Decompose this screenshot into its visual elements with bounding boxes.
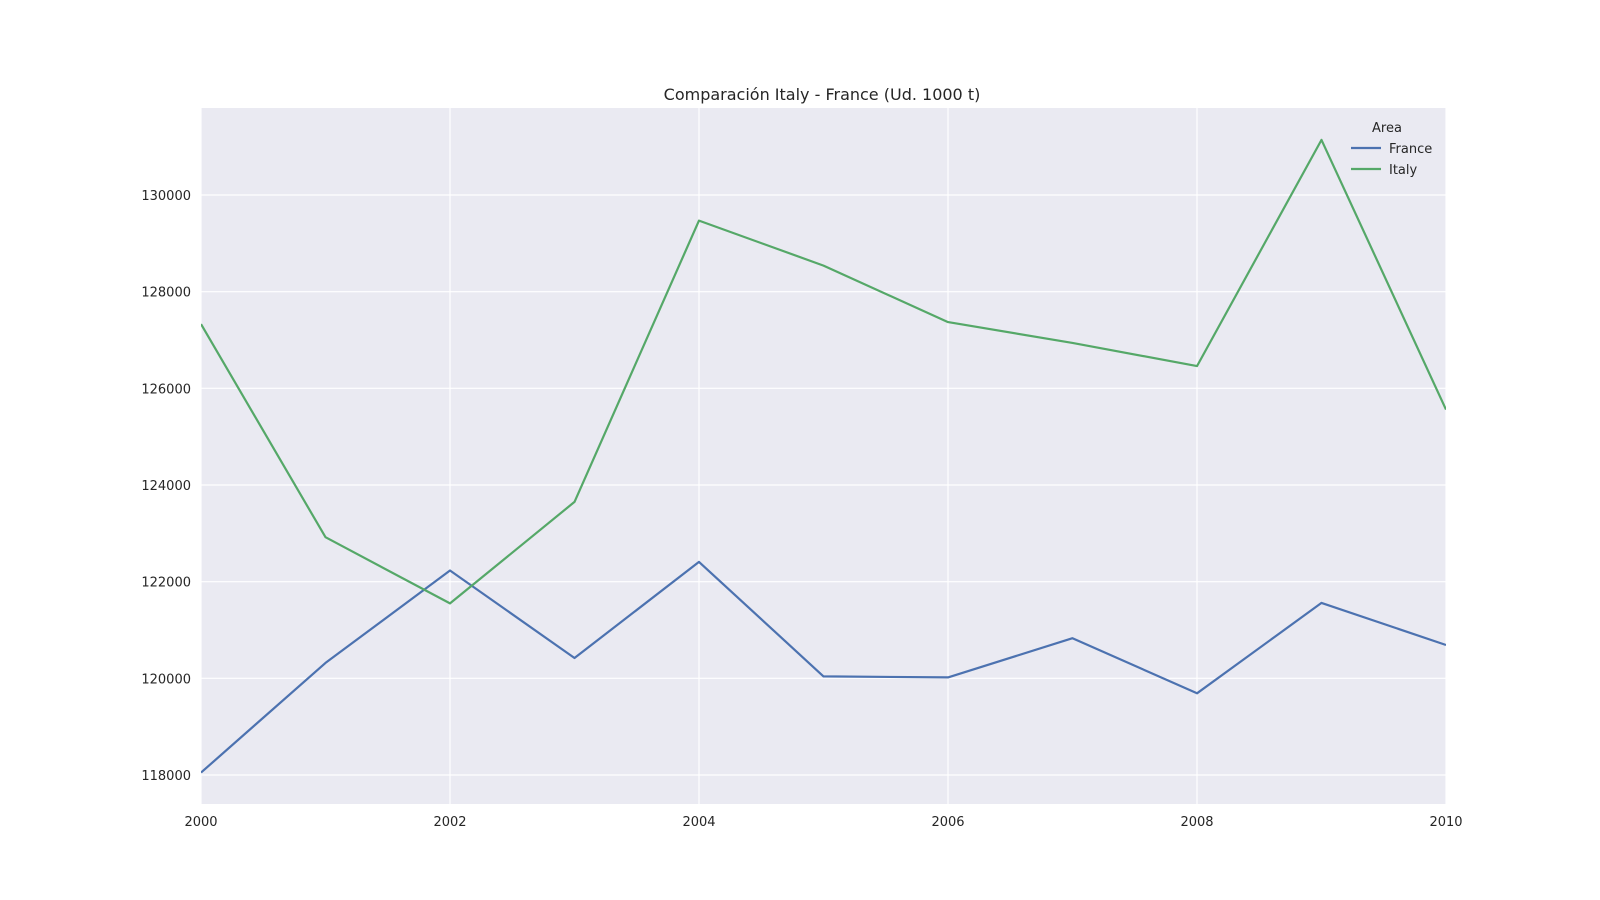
x-tick-label: 2008 (1180, 815, 1213, 830)
plot-area (201, 108, 1446, 804)
x-tick-label: 2002 (433, 815, 466, 830)
x-tick-label: 2010 (1429, 815, 1462, 830)
y-tick-label: 130000 (141, 189, 191, 204)
legend: Area France Italy (1351, 121, 1432, 178)
x-tick-label: 2006 (931, 815, 964, 830)
x-axis-ticks: 2000 2002 2004 2006 2008 2010 (184, 815, 1462, 830)
y-tick-label: 120000 (141, 672, 191, 687)
x-tick-label: 2000 (184, 815, 217, 830)
series-line-italy (201, 138, 1446, 605)
y-axis-ticks: 118000 120000 122000 124000 126000 128000 1300… (141, 189, 191, 784)
chart-title: Comparación Italy - France (Ud. 1000 t) (664, 85, 981, 104)
y-tick-label: 124000 (141, 479, 191, 494)
series-line-france (201, 560, 1446, 774)
y-tick-label: 128000 (141, 286, 191, 301)
y-tick-label: 126000 (141, 382, 191, 397)
y-tick-label: 118000 (141, 769, 191, 784)
legend-label-italy: Italy (1389, 163, 1418, 178)
legend-items: France Italy (1351, 142, 1432, 178)
y-tick-label: 122000 (141, 576, 191, 591)
series-lines (201, 138, 1446, 774)
grid-lines (200, 108, 1447, 804)
x-tick-label: 2004 (682, 815, 715, 830)
legend-label-france: France (1389, 142, 1432, 157)
legend-title: Area (1372, 121, 1402, 136)
